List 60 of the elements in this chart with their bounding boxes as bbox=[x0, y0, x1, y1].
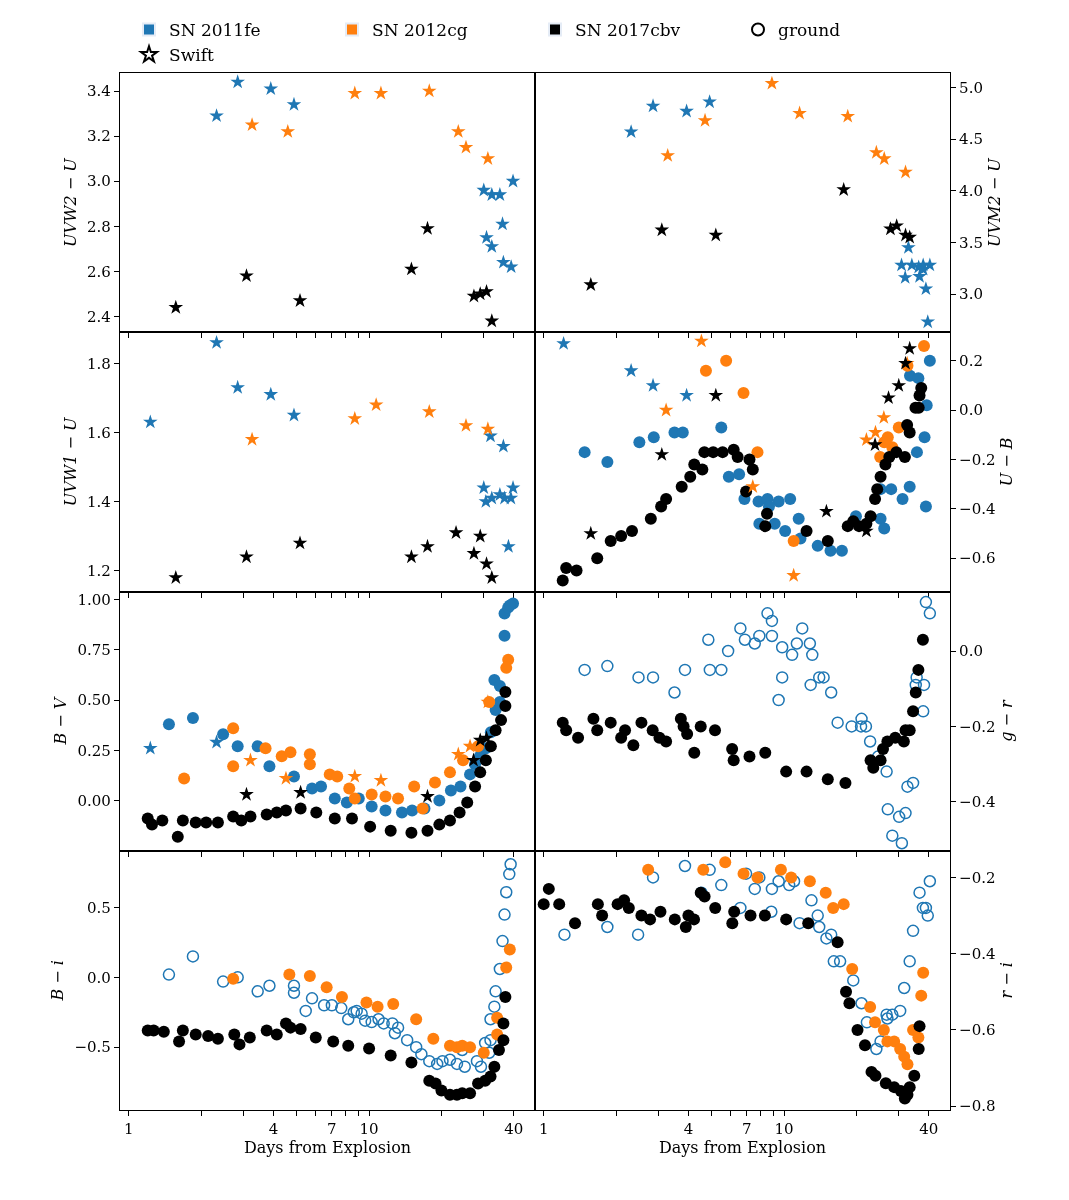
y-tick-label: 1.6 bbox=[87, 423, 111, 442]
y-axis-title: g − r bbox=[997, 699, 1017, 742]
y-tick-label: 0.00 bbox=[77, 791, 111, 810]
y-tick-label: 0.25 bbox=[77, 741, 111, 760]
y-axis-title: UVW2 − U bbox=[60, 157, 80, 247]
y-axis-title: B − i bbox=[48, 960, 68, 1002]
y-tick-label: 0.0 bbox=[87, 968, 111, 987]
y-tick-label: 1.00 bbox=[77, 590, 111, 609]
y-tick-label: 2.8 bbox=[87, 217, 111, 236]
y-tick-label: −0.2 bbox=[959, 868, 996, 887]
y-tick-label: 3.5 bbox=[959, 233, 983, 252]
x-tick-label: 1 bbox=[123, 1120, 134, 1139]
y-tick-label: 5.0 bbox=[959, 78, 983, 97]
y-tick-label: 0.0 bbox=[959, 401, 983, 420]
y-tick-label: 3.4 bbox=[87, 82, 111, 101]
y-tick-label: −0.6 bbox=[959, 1021, 996, 1040]
legend-label: ground bbox=[778, 20, 841, 41]
y-tick-label: 1.4 bbox=[87, 492, 111, 511]
y-tick-label: 3.2 bbox=[87, 127, 111, 146]
y-tick-label: 0.50 bbox=[77, 691, 111, 710]
y-tick-label: −0.4 bbox=[959, 944, 996, 963]
y-tick-label: 1.8 bbox=[87, 354, 111, 373]
y-tick-label: 0.0 bbox=[959, 642, 983, 661]
y-tick-label: 1.2 bbox=[87, 562, 111, 581]
x-tick-label: 7 bbox=[742, 1120, 752, 1139]
y-axis-title: r − i bbox=[997, 962, 1017, 999]
y-tick-label: −0.8 bbox=[959, 1097, 996, 1116]
y-tick-label: 0.2 bbox=[959, 352, 983, 371]
x-tick-label: 4 bbox=[683, 1120, 694, 1139]
y-tick-label: 2.6 bbox=[87, 262, 111, 281]
y-tick-label: 4.5 bbox=[959, 130, 983, 149]
legend-label: SN 2012cg bbox=[372, 20, 468, 41]
x-tick-label: 7 bbox=[327, 1120, 337, 1139]
legend-label: SN 2011fe bbox=[169, 20, 261, 41]
y-tick-label: −0.6 bbox=[959, 549, 996, 568]
y-tick-label: 3.0 bbox=[959, 285, 983, 304]
y-tick-label: 2.4 bbox=[87, 307, 111, 326]
x-tick-label: 10 bbox=[774, 1120, 794, 1139]
x-tick-label: 40 bbox=[504, 1120, 524, 1139]
y-tick-label: −0.2 bbox=[959, 717, 996, 736]
x-tick-label: 10 bbox=[359, 1120, 379, 1139]
y-tick-label: 3.0 bbox=[87, 172, 111, 191]
x-tick-label: 1 bbox=[538, 1120, 549, 1139]
y-axis-title: U − B bbox=[997, 437, 1017, 487]
legend-label: SN 2017cbv bbox=[575, 20, 681, 41]
y-tick-label: −0.5 bbox=[74, 1038, 111, 1057]
y-axis-title: B − V bbox=[51, 696, 71, 746]
x-tick-label: 4 bbox=[268, 1120, 279, 1139]
y-axis-title: UVM2 − U bbox=[984, 157, 1004, 247]
y-tick-label: 0.75 bbox=[77, 641, 111, 660]
x-tick-label: 40 bbox=[919, 1120, 939, 1139]
y-axis-title: UVW1 − U bbox=[60, 417, 80, 507]
y-tick-label: 4.0 bbox=[959, 182, 983, 200]
x-axis-title: Days from Explosion bbox=[658, 1138, 827, 1158]
y-tick-label: −0.2 bbox=[959, 450, 996, 469]
x-axis-title: Days from Explosion bbox=[243, 1138, 412, 1158]
y-tick-label: −0.4 bbox=[959, 500, 996, 519]
legend-label: Swift bbox=[169, 45, 214, 66]
y-tick-label: −0.4 bbox=[959, 793, 996, 812]
y-tick-label: 0.5 bbox=[87, 898, 111, 917]
